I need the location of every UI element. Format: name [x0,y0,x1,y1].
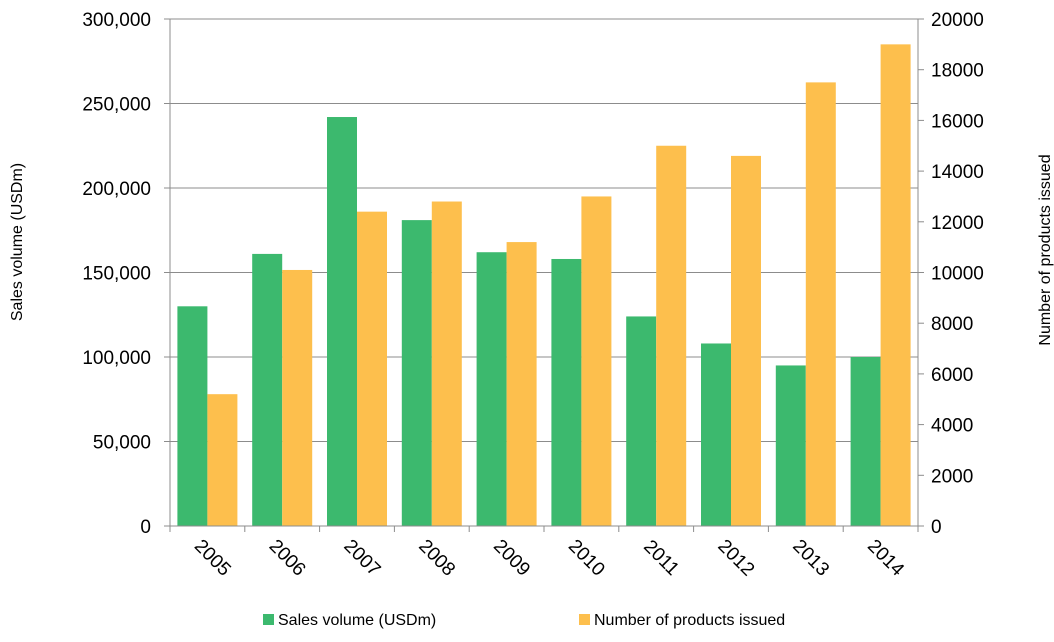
sales-volume-bar-2009 [476,252,507,526]
products-issued-bar-2014 [880,44,911,526]
products-issued-bar-2010 [581,196,612,526]
right-tick-label: 16000 [931,111,984,132]
products-issued-bar-2012 [731,155,761,526]
x-tick-label: 2010 [564,536,609,581]
left-tick-label: 100,000 [82,348,151,369]
sales-volume-bar-2014 [850,357,881,526]
legend: Sales volume (USDm) Number of products is… [263,612,785,629]
sales-volume-bar-2011 [626,316,657,526]
sales-volume-bar-2005 [177,306,208,526]
sales-volume-bar-2007 [327,117,357,527]
right-axis-ticks: 0 2000 4000 6000 8000 10000 12000 14000 16000 180… [931,10,984,538]
right-axis-label: Number of products issued [1037,154,1054,345]
products-issued-bar-2009 [506,242,537,526]
right-tick-label: 18000 [931,61,984,82]
left-tick-label: 200,000 [82,179,151,200]
products-issued-bar-2005 [207,394,238,526]
left-axis-label: Sales volume (USDm) [9,163,26,321]
x-tick-label: 2014 [863,536,908,581]
x-tick-label: 2007 [340,536,385,581]
right-tick-label: 20000 [931,10,984,31]
left-tick-label: 250,000 [82,95,151,116]
right-tick-label: 8000 [931,314,973,335]
left-tick-label: 300,000 [82,10,151,31]
right-tick-label: 6000 [931,365,973,386]
sales-volume-bar-2006 [252,253,283,526]
sales-volume-bar-2012 [701,343,731,526]
products-issued-bar-2011 [656,145,687,526]
x-tick-label: 2006 [265,536,310,581]
x-tick-label: 2005 [190,536,235,581]
x-axis-ticks: 2005 2006 2007 2008 2009 2010 2011 2012 2013 2014 [190,536,908,581]
x-tick-label: 2012 [714,536,759,581]
right-tick-label: 14000 [931,162,984,183]
right-tick-label: 0 [931,517,942,538]
legend-label: Number of products issued [594,612,785,629]
legend-label: Sales volume (USDm) [278,612,436,629]
x-tick-label: 2013 [788,536,833,581]
right-tick-label: 10000 [931,264,984,285]
right-tick-label: 4000 [931,416,973,437]
x-tick-label: 2009 [489,536,534,581]
left-tick-label: 50,000 [93,433,151,454]
legend-swatch [579,614,590,625]
products-issued-bar-2006 [282,269,313,526]
x-tick-label: 2008 [414,536,459,581]
axes [164,18,924,532]
sales-volume-bar-2008 [401,220,432,527]
sales-volume-bar-2013 [775,365,806,526]
bars [177,44,911,527]
sales-volume-bar-2010 [551,258,582,526]
left-tick-label: 0 [140,517,151,538]
right-tick-label: 12000 [931,213,984,234]
products-issued-bar-2008 [431,201,462,526]
legend-swatch [263,614,274,625]
left-tick-label: 150,000 [82,264,151,285]
left-axis-ticks: 0 50,000 100,000 150,000 200,000 250,000 300,0… [82,10,151,538]
products-issued-bar-2007 [357,211,387,526]
products-issued-bar-2013 [805,82,836,526]
right-tick-label: 2000 [931,466,973,487]
x-tick-label: 2011 [639,536,683,580]
